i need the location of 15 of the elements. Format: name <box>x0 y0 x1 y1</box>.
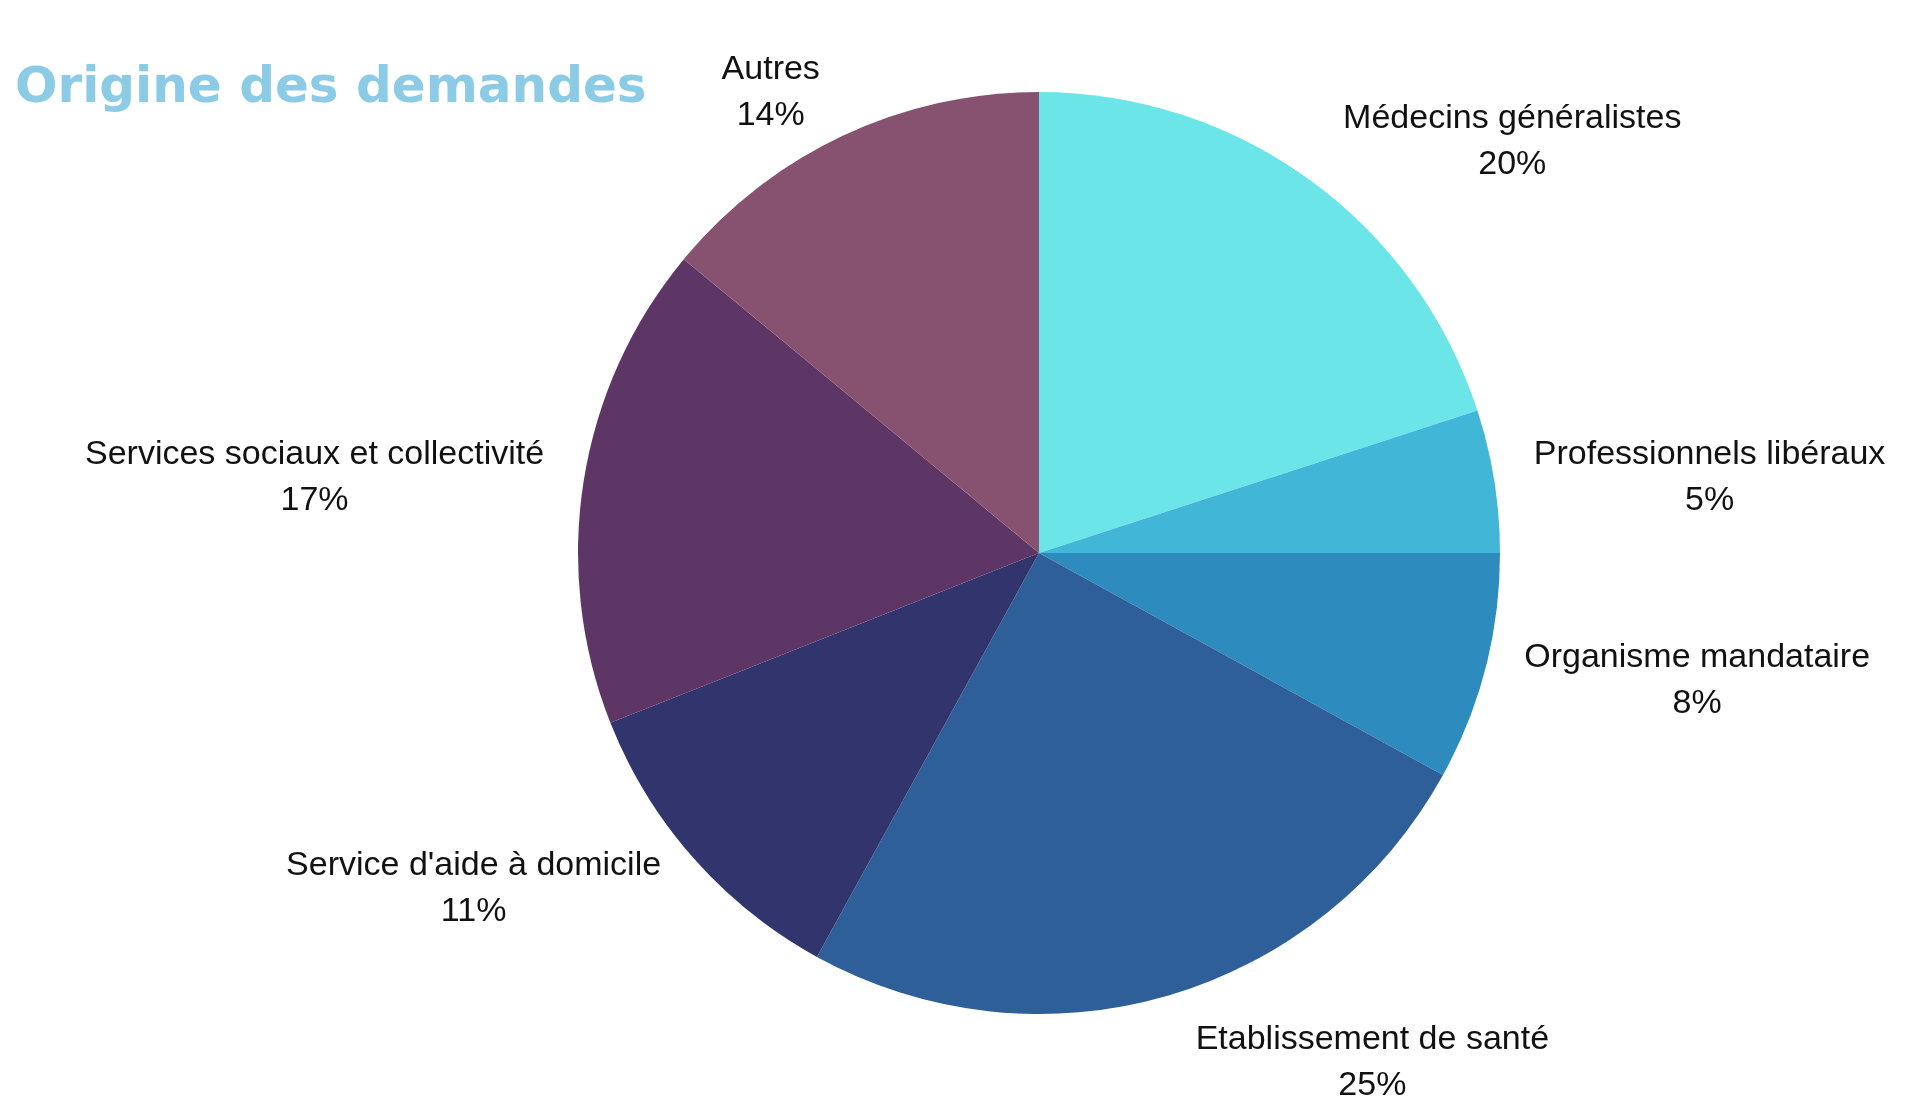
slice-label: Médecins généralistes <box>1343 97 1682 136</box>
slice-label: Autres <box>721 47 820 86</box>
slice-label: Etablissement de santé <box>1195 1017 1550 1056</box>
slice-label: Professionnels libéraux <box>1533 432 1886 471</box>
data-label: 14% <box>736 93 805 132</box>
data-label: 11% <box>440 889 507 928</box>
slice-label: Organisme mandataire <box>1524 635 1871 674</box>
slice-label: Services sociaux et collectivité <box>84 432 545 471</box>
data-label: 25% <box>1338 1063 1407 1102</box>
slice-label: Service d'aide à domicile <box>286 843 662 882</box>
data-label: 17% <box>280 478 349 517</box>
data-label: 5% <box>1685 478 1735 517</box>
chart-title: Origine des demandes <box>15 56 647 114</box>
data-label: 8% <box>1672 681 1722 720</box>
data-label: 20% <box>1478 143 1547 182</box>
